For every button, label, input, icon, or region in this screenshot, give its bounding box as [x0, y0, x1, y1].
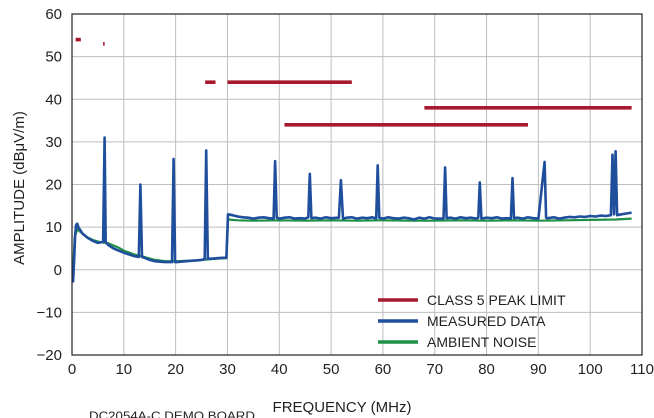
x-tick-label: 30 [219, 361, 236, 378]
y-axis-title: AMPLITUDE (dBμV/m) [11, 111, 28, 265]
y-tick-label: 50 [45, 49, 62, 66]
y-tick-label: 30 [45, 134, 62, 151]
y-tick-label: 40 [45, 91, 62, 108]
plot-frame [71, 13, 643, 356]
x-tick-label: 60 [375, 361, 392, 378]
x-tick-label: 100 [578, 361, 603, 378]
x-tick-label: 40 [271, 361, 288, 378]
x-axis-title: FREQUENCY (MHz) [273, 399, 412, 416]
x-tick-label: 80 [478, 361, 495, 378]
y-tick-label: −10 [37, 304, 62, 321]
x-tick-label: 110 [630, 361, 654, 378]
x-tick-label: 20 [167, 361, 184, 378]
legend-label-class-5-peak-limit: CLASS 5 PEAK LIMIT [427, 292, 566, 308]
y-tick-label: 10 [45, 219, 62, 236]
legend: CLASS 5 PEAK LIMIT MEASURED DATA AMBIENT N… [378, 292, 566, 350]
y-tick-label: 0 [54, 262, 62, 279]
y-tick-label: 20 [45, 177, 62, 194]
grid [71, 13, 643, 356]
x-tick-label: 70 [426, 361, 443, 378]
x-tick-label: 0 [68, 361, 76, 378]
x-tick-label: 10 [115, 361, 132, 378]
legend-label-measured-data: MEASURED DATA [427, 313, 546, 329]
legend-label-ambient-noise: AMBIENT NOISE [427, 334, 536, 350]
x-tick-label: 90 [530, 361, 547, 378]
board-label: DC2054A-C DEMO BOARD [89, 409, 255, 418]
plot-area [71, 37, 632, 283]
y-tick-label: 60 [45, 6, 62, 23]
y-tick-label: −20 [37, 347, 62, 364]
measured-data-line [71, 136, 632, 283]
tick-labels: 0 10 20 30 40 50 60 70 80 90 100 110 −20 −10 0 10 20 30 40… [37, 6, 654, 378]
x-tick-label: 50 [323, 361, 340, 378]
